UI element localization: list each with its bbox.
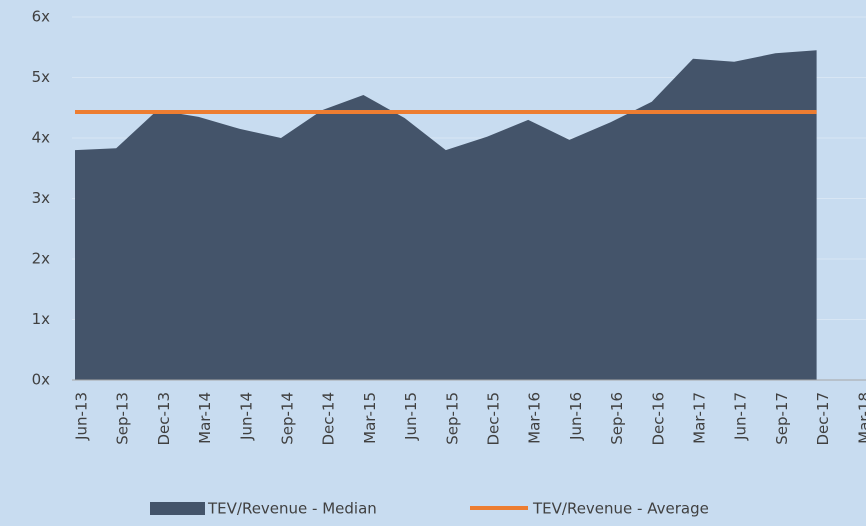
legend-label: TEV/Revenue - Average bbox=[532, 500, 709, 518]
x-tick-label: Mar-14 bbox=[196, 392, 214, 444]
x-tick-label: Mar-16 bbox=[526, 392, 544, 444]
x-tick-label: Sep-13 bbox=[114, 392, 132, 445]
x-tick-label: Dec-14 bbox=[320, 392, 338, 446]
x-tick-label: Sep-16 bbox=[608, 392, 626, 445]
y-tick-label: 2x bbox=[32, 250, 51, 268]
area bbox=[75, 50, 817, 381]
x-tick-label: Sep-14 bbox=[279, 392, 297, 445]
x-tick-label: Mar-15 bbox=[361, 392, 379, 444]
x-tick-label: Mar-18 bbox=[855, 392, 866, 444]
y-tick-label: 6x bbox=[32, 8, 51, 26]
x-tick-label: Dec-15 bbox=[485, 392, 503, 446]
legend-swatch bbox=[150, 502, 205, 515]
x-tick-label: Sep-17 bbox=[773, 392, 791, 445]
x-tick-label: Jun-17 bbox=[732, 392, 750, 441]
x-tick-label: Dec-16 bbox=[649, 392, 667, 446]
legend-label: TEV/Revenue - Median bbox=[207, 500, 377, 518]
y-tick-label: 4x bbox=[32, 129, 51, 147]
x-tick-label: Jun-15 bbox=[402, 392, 420, 441]
x-tick-label: Jun-14 bbox=[237, 392, 255, 441]
x-tick-label: Mar-17 bbox=[691, 392, 709, 444]
y-tick-label: 3x bbox=[32, 189, 51, 207]
y-tick-label: 1x bbox=[32, 310, 51, 328]
x-tick-label: Dec-17 bbox=[814, 392, 832, 446]
y-tick-label: 0x bbox=[32, 371, 51, 389]
y-tick-label: 5x bbox=[32, 68, 51, 86]
x-tick-label: Sep-15 bbox=[443, 392, 461, 445]
x-tick-label: Jun-13 bbox=[73, 392, 91, 441]
x-tick-label: Jun-16 bbox=[567, 392, 585, 441]
x-tick-label: Dec-13 bbox=[155, 392, 173, 446]
